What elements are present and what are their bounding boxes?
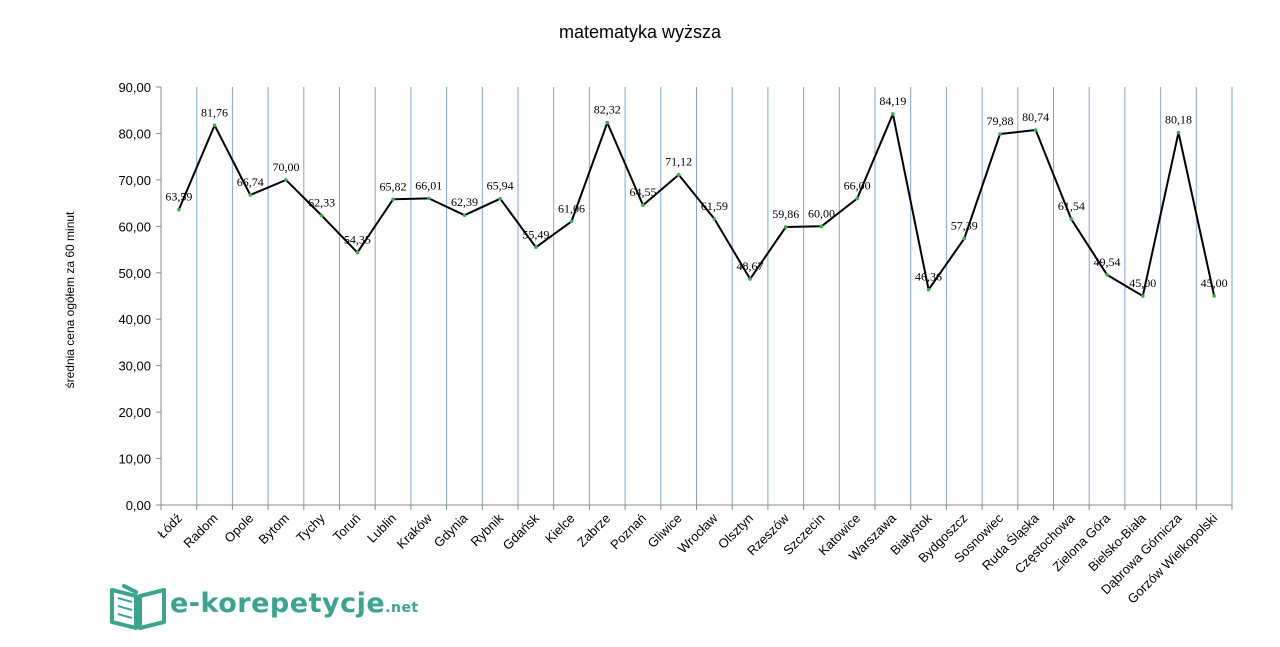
x-tick-label: Kielce (542, 511, 578, 547)
data-label: 80,74 (1022, 110, 1049, 124)
y-tick-label: 60,00 (118, 219, 151, 234)
series-polyline (177, 113, 1216, 297)
x-tick-label: Bytom (255, 511, 292, 548)
series-line (177, 113, 1216, 297)
data-point (1140, 294, 1145, 298)
data-label: 71,12 (665, 155, 692, 169)
data-label: 70,00 (272, 160, 299, 174)
x-tick-label: Wrocław (675, 510, 721, 556)
y-tick-label: 40,00 (118, 312, 151, 327)
data-label: 61,54 (1058, 199, 1085, 213)
data-label: 62,39 (451, 195, 478, 209)
logo-suffix: .net (385, 600, 419, 616)
data-point (1212, 294, 1216, 298)
data-label: 45,00 (1129, 276, 1156, 290)
data-label: 81,76 (201, 105, 228, 119)
data-label: 59,86 (772, 207, 799, 221)
data-label: 46,36 (915, 270, 942, 284)
data-point (1069, 217, 1074, 221)
open-book-icon (110, 584, 166, 630)
data-label: 54,35 (344, 233, 371, 247)
data-point (712, 217, 717, 221)
data-point (998, 132, 1002, 136)
logo-wordmark: e-korepetycje.net (170, 588, 419, 619)
data-labels: 63,59 81,76 66,74 70,00 62,33 54,35 65,82 66,01… (165, 94, 1227, 290)
data-point (962, 236, 967, 241)
data-label: 49,54 (1094, 255, 1121, 269)
y-tick-labels: 0,00 10,00 20,00 30,00 40,00 50,00 60,00 70,00 8… (118, 80, 151, 513)
data-label: 61,59 (701, 199, 728, 213)
y-tick-label: 30,00 (118, 359, 151, 374)
data-point (319, 213, 324, 218)
data-point (605, 120, 610, 125)
data-point (1176, 130, 1181, 135)
data-label: 79,88 (986, 114, 1013, 128)
data-point (534, 245, 538, 250)
data-point (569, 219, 574, 224)
logo-brand: e-korepetycje (170, 588, 386, 619)
x-tick-label: Kraków (394, 510, 436, 552)
data-label: 66,00 (844, 178, 871, 192)
data-point (926, 287, 931, 292)
data-point (355, 250, 360, 255)
y-tick-label: 80,00 (118, 126, 151, 141)
data-point (498, 196, 502, 201)
data-label: 66,74 (237, 175, 264, 189)
data-label: 66,01 (415, 178, 442, 192)
data-label: 57,39 (951, 218, 978, 232)
data-label: 65,94 (487, 179, 514, 193)
y-tick-label: 20,00 (118, 405, 151, 420)
y-tick-label: 70,00 (118, 173, 151, 188)
x-tick-label: Zabrze (574, 511, 613, 550)
data-label: 65,82 (380, 179, 407, 193)
data-label: 61,06 (558, 201, 585, 215)
data-point (1033, 128, 1038, 132)
data-label: 80,18 (1165, 113, 1192, 127)
y-tick-label: 90,00 (118, 80, 151, 95)
data-point (676, 172, 681, 177)
data-point (641, 203, 645, 208)
data-point (426, 196, 431, 201)
data-point (748, 277, 752, 281)
data-point (855, 196, 859, 201)
axes (156, 86, 1233, 510)
x-tick-label: Toruń (330, 511, 364, 545)
data-label: 84,19 (879, 94, 906, 108)
data-label: 82,32 (594, 103, 621, 117)
data-point (891, 112, 895, 116)
y-tick-label: 0,00 (126, 498, 151, 513)
data-point (284, 178, 288, 182)
data-label: 48,67 (737, 259, 764, 273)
data-point (1105, 273, 1109, 277)
x-tick-label: Radom (180, 511, 220, 551)
x-tick-label: Łódź (154, 511, 185, 542)
data-label: 60,00 (808, 206, 835, 220)
data-point (177, 207, 181, 212)
data-point (212, 123, 217, 128)
data-point (462, 213, 467, 218)
data-label: 64,55 (629, 185, 656, 199)
chart-title: matematyka wyższa (558, 22, 722, 42)
x-tick-label: Gdańsk (500, 510, 543, 553)
y-tick-label: 10,00 (118, 452, 151, 467)
grid-lines (196, 87, 1233, 505)
data-point (248, 193, 253, 197)
data-point (391, 197, 395, 202)
data-point (819, 224, 824, 229)
data-label: 62,33 (308, 196, 335, 210)
x-tick-label: Gdynia (431, 510, 471, 550)
y-tick-label: 50,00 (118, 266, 151, 281)
x-tick-label: Opole (221, 511, 256, 546)
data-point (783, 225, 788, 229)
data-label: 63,59 (165, 190, 192, 204)
data-label: 45,00 (1201, 276, 1228, 290)
data-label: 55,49 (522, 227, 549, 241)
data-markers (177, 112, 1216, 298)
x-tick-label: Tychy (293, 510, 328, 545)
x-tick-label: Poznań (607, 511, 649, 553)
